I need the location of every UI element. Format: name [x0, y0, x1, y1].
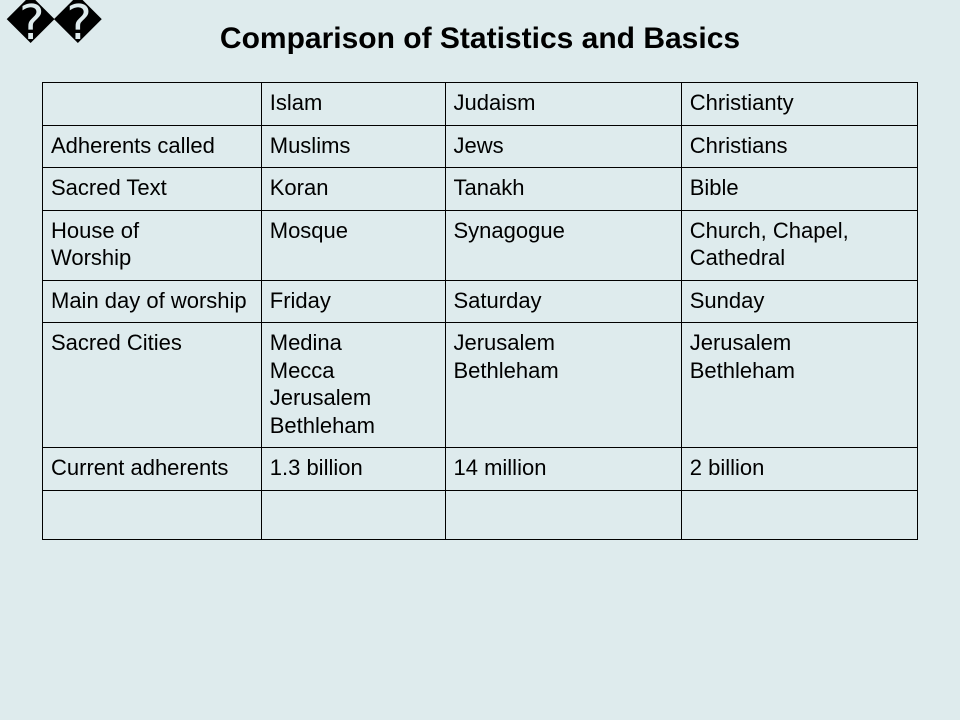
cell: Koran [261, 168, 445, 211]
cell: Friday [261, 280, 445, 323]
cell-text: Koran [270, 174, 437, 202]
slide: �� Comparison of Statistics and Basics I… [0, 0, 960, 720]
cell-text: Islam [270, 89, 437, 117]
cell: JerusalemBethleham [681, 323, 917, 448]
cell: Jews [445, 125, 681, 168]
table-header-row: Islam Judaism Christianty [43, 83, 918, 126]
cell: 2 billion [681, 448, 917, 491]
cell-text: Synagogue [454, 217, 673, 245]
column-header: Judaism [445, 83, 681, 126]
cell-text: Bethleham [270, 412, 437, 440]
cell-text: Judaism [454, 89, 673, 117]
table-row: Adherents called Muslims Jews Christians [43, 125, 918, 168]
cell-text: 2 billion [690, 454, 909, 482]
comparison-table: Islam Judaism Christianty Adherents called M… [42, 82, 918, 540]
cell-text: House of [51, 217, 253, 245]
cell-text: Adherents called [51, 132, 253, 160]
cell: Muslims [261, 125, 445, 168]
cell-text: Main day of worship [51, 287, 253, 315]
cell: Mosque [261, 210, 445, 280]
cell: JerusalemBethleham [445, 323, 681, 448]
cell: Bible [681, 168, 917, 211]
cell-text: Mecca [270, 357, 437, 385]
cell-text: Bethleham [690, 357, 909, 385]
cell-text: Jerusalem [454, 329, 673, 357]
cell-text: Jews [454, 132, 673, 160]
cell: MedinaMeccaJerusalemBethleham [261, 323, 445, 448]
cell-text: Saturday [454, 287, 673, 315]
table-row: Sacred CitiesMedinaMeccaJerusalemBethleh… [43, 323, 918, 448]
empty-cell [681, 490, 917, 539]
cell-text: Bethleham [454, 357, 673, 385]
cell-text: Bible [690, 174, 909, 202]
cell-text: Current adherents [51, 454, 253, 482]
table-row-empty [43, 490, 918, 539]
cell: 14 million [445, 448, 681, 491]
cell-text: Sacred Cities [51, 329, 253, 357]
cell-text: 1.3 billion [270, 454, 437, 482]
cell-text: Church, Chapel, Cathedral [690, 217, 909, 272]
page-title: Comparison of Statistics and Basics [0, 22, 960, 56]
cell: 1.3 billion [261, 448, 445, 491]
table-row: Main day of worship Friday Saturday Sunday [43, 280, 918, 323]
column-header: Christianty [681, 83, 917, 126]
cell: Saturday [445, 280, 681, 323]
row-label: Sacred Text [43, 168, 262, 211]
cell: Christians [681, 125, 917, 168]
row-label: Current adherents [43, 448, 262, 491]
empty-cell [445, 490, 681, 539]
cell-text: Sacred Text [51, 174, 253, 202]
row-label: Main day of worship [43, 280, 262, 323]
cell-text: Mosque [270, 217, 437, 245]
cell-text: Christians [690, 132, 909, 160]
row-label: House ofWorship [43, 210, 262, 280]
cell-text: Sunday [690, 287, 909, 315]
cell-text: Tanakh [454, 174, 673, 202]
empty-cell [43, 490, 262, 539]
row-label: Adherents called [43, 125, 262, 168]
cell-text: Jerusalem [690, 329, 909, 357]
cell: Church, Chapel, Cathedral [681, 210, 917, 280]
row-label: Sacred Cities [43, 323, 262, 448]
cell-text: 14 million [454, 454, 673, 482]
cell: Tanakh [445, 168, 681, 211]
cell-text: Muslims [270, 132, 437, 160]
cell: Synagogue [445, 210, 681, 280]
table-row: Current adherents 1.3 billion 14 million 2 … [43, 448, 918, 491]
empty-cell [261, 490, 445, 539]
cell-text: Friday [270, 287, 437, 315]
header-blank [43, 83, 262, 126]
cell: Sunday [681, 280, 917, 323]
cell-text: Christianty [690, 89, 909, 117]
comparison-table-wrap: Islam Judaism Christianty Adherents called M… [42, 82, 918, 540]
cell-text: Medina [270, 329, 437, 357]
cell-text: Jerusalem [270, 384, 437, 412]
column-header: Islam [261, 83, 445, 126]
table-row: House ofWorship Mosque Synagogue Church, Ch… [43, 210, 918, 280]
table-row: Sacred Text Koran Tanakh Bible [43, 168, 918, 211]
cell-text: Worship [51, 244, 253, 272]
